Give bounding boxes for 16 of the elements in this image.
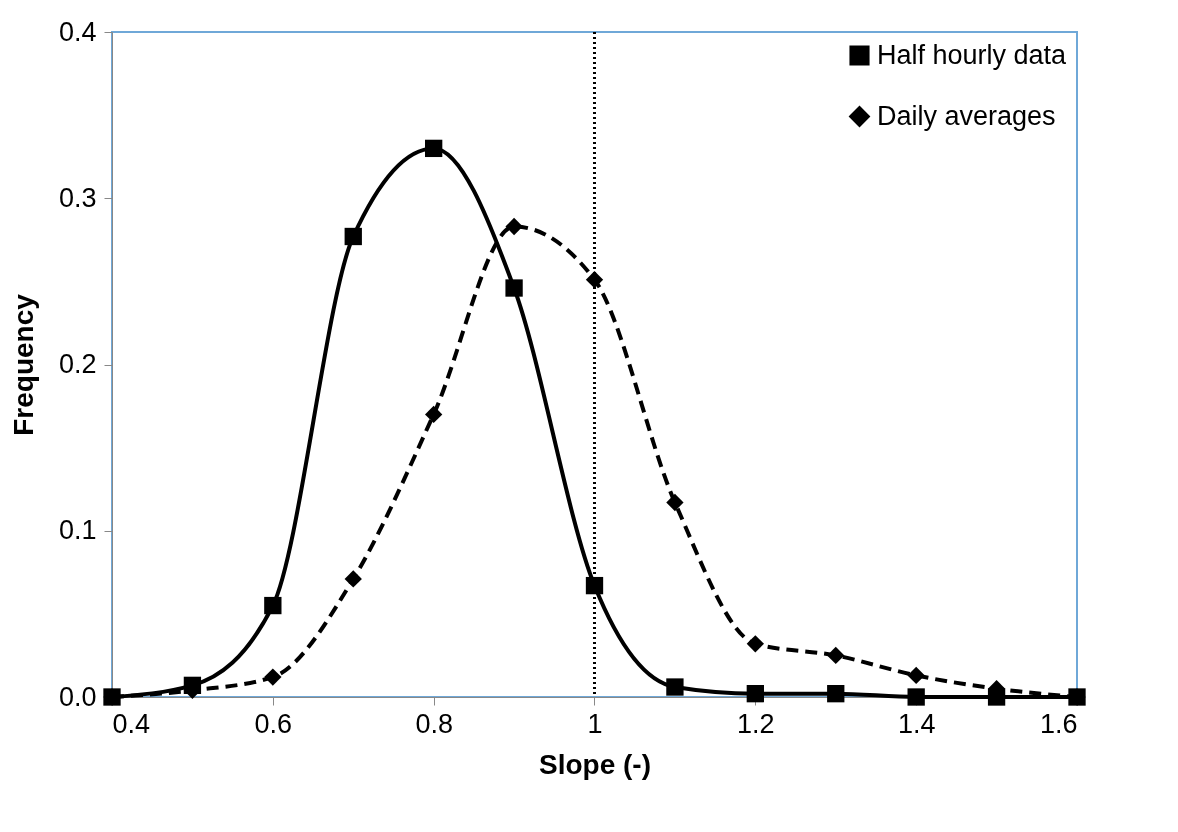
x-tick-label: 1 bbox=[587, 708, 603, 739]
x-tick-label: 1.2 bbox=[737, 708, 775, 739]
y-tick-label: 0.2 bbox=[58, 349, 97, 379]
x-tick-label: 0.4 bbox=[112, 708, 151, 739]
x-axis-title: Slope (-) bbox=[539, 748, 651, 780]
y-tick-label: 0.3 bbox=[58, 182, 97, 213]
y-tick-label: 0.0 bbox=[58, 681, 97, 712]
x-tick-label: 0.6 bbox=[254, 708, 293, 739]
x-tick-label: 1.4 bbox=[897, 708, 936, 739]
x-tick-label: 0.8 bbox=[415, 708, 453, 739]
legend-label: Half hourly data bbox=[877, 39, 1068, 70]
legend-label: Daily averages bbox=[877, 100, 1056, 131]
y-tick-label: 0.1 bbox=[58, 515, 97, 546]
y-tick-label: 0.4 bbox=[58, 16, 97, 47]
x-tick-label: 1.6 bbox=[1039, 708, 1078, 739]
y-axis-title: Frequency bbox=[7, 293, 39, 436]
